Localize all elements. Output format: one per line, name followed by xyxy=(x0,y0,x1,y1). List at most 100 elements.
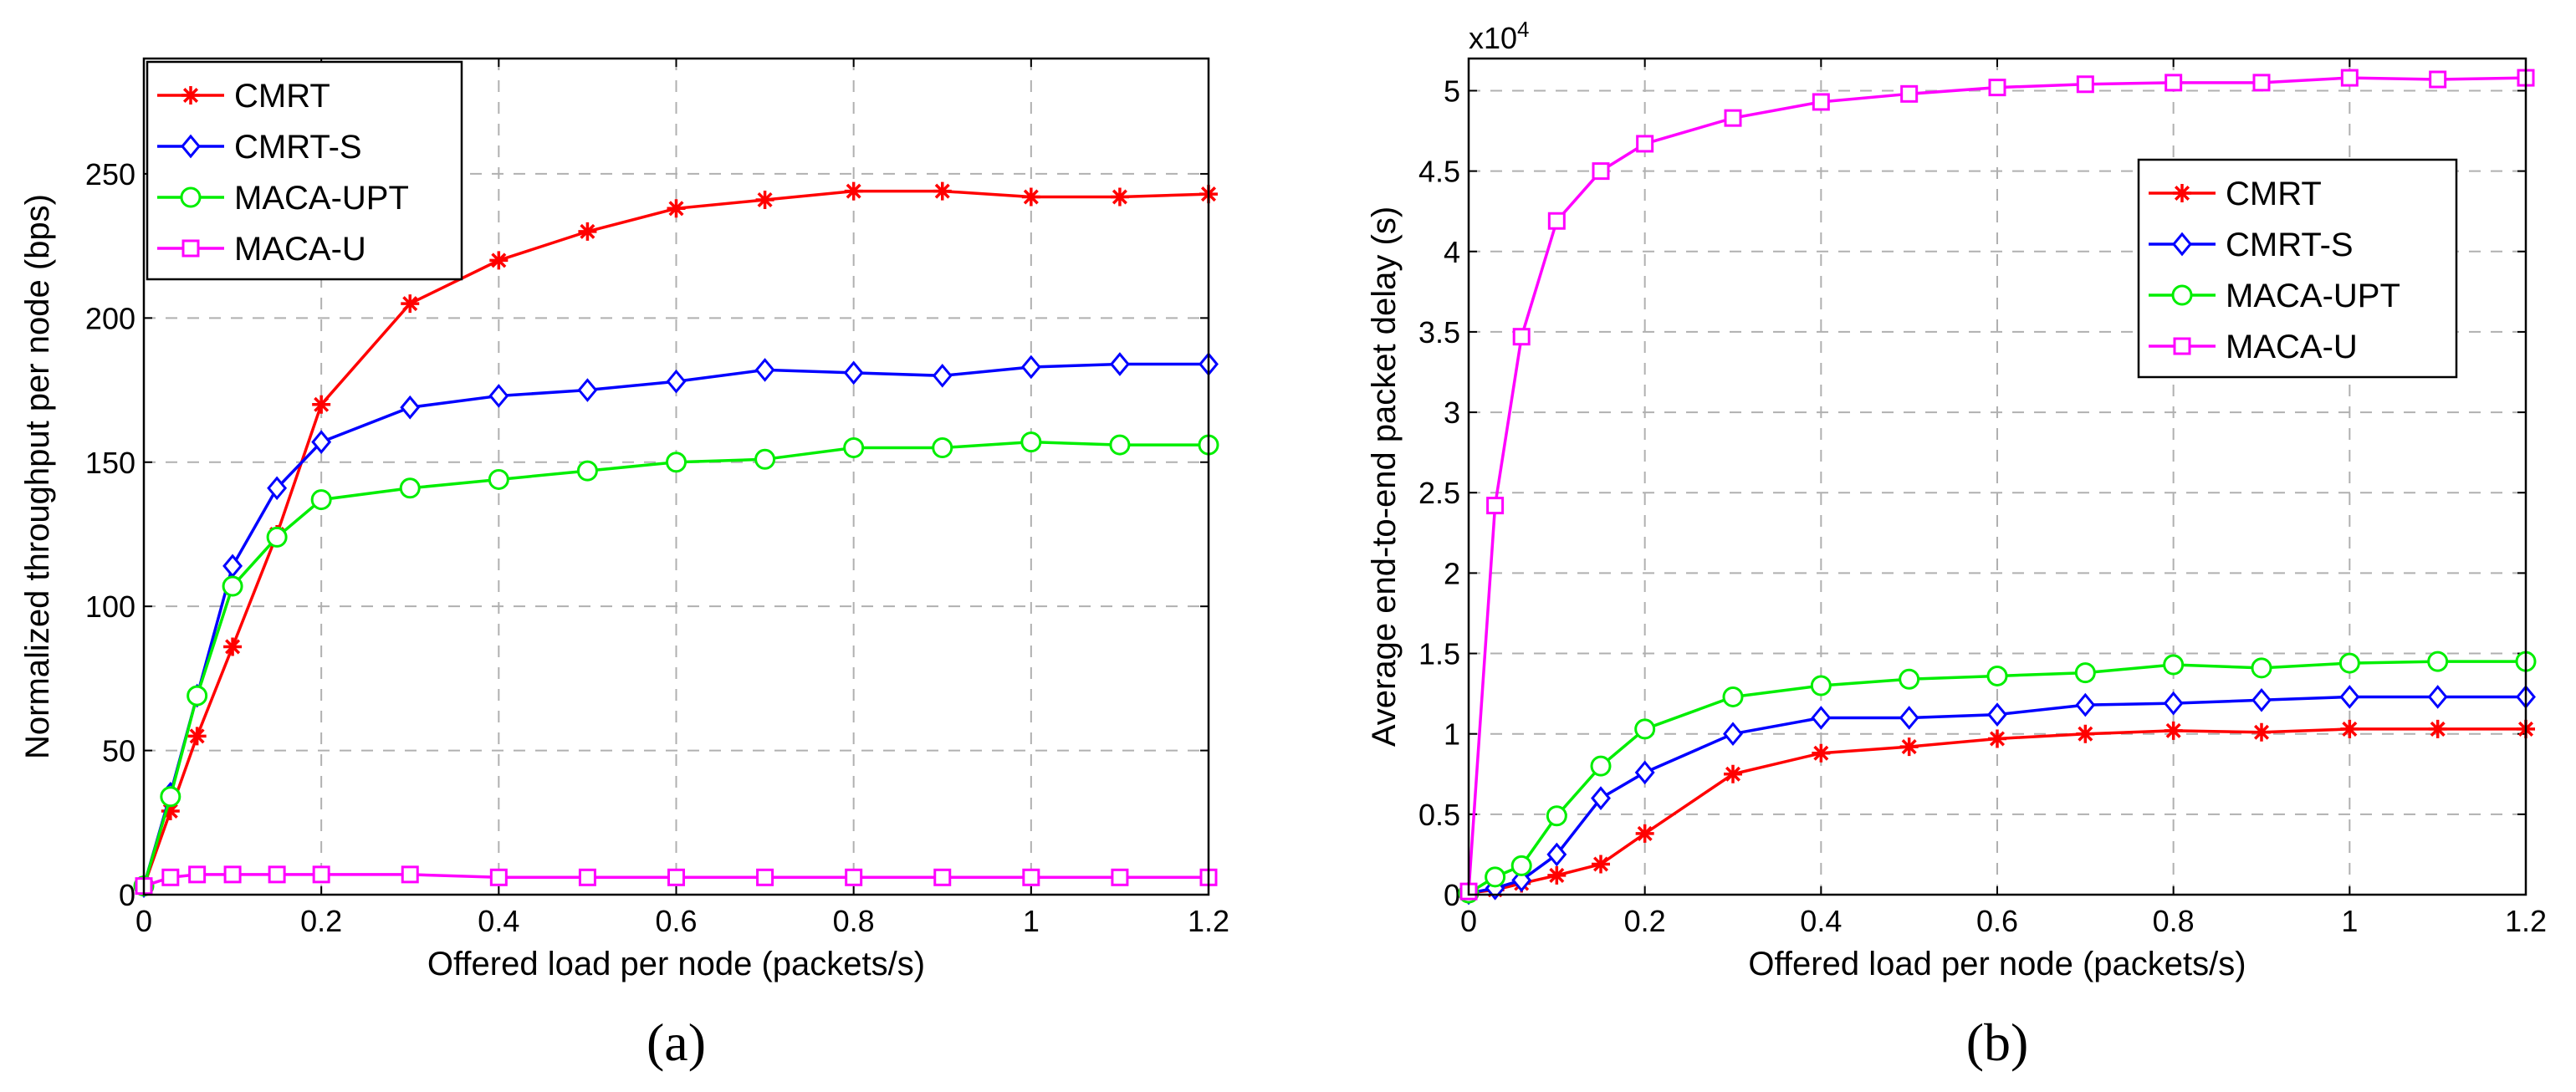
data-point xyxy=(1022,868,1040,886)
data-point xyxy=(2163,691,2184,716)
y-axis-label: Average end-to-end packet delay (s) xyxy=(1366,207,1403,747)
y-tick-label: 250 xyxy=(85,157,135,191)
y-scale-factor: x104 xyxy=(1469,17,1530,55)
y-tick-label: 150 xyxy=(85,446,135,480)
legend-label: MACA-UPT xyxy=(2226,278,2400,314)
data-point xyxy=(2074,662,2096,684)
data-point xyxy=(2427,685,2448,709)
series-line xyxy=(142,440,1209,887)
data-point xyxy=(667,868,685,886)
data-point xyxy=(223,637,243,656)
x-tick-label: 0.2 xyxy=(1624,904,1666,938)
series-line xyxy=(1467,76,2527,892)
data-point xyxy=(1111,868,1129,886)
data-point xyxy=(1988,729,2006,748)
y-axis-label: Normalized throughput per node (bps) xyxy=(19,194,56,759)
y-tick-label: 0 xyxy=(119,878,135,912)
legend-label: MACA-U xyxy=(234,231,366,268)
data-point xyxy=(2339,685,2360,709)
data-point xyxy=(1110,187,1129,207)
data-point xyxy=(188,865,207,884)
data-point xyxy=(1511,868,1532,893)
y-tick-label: 3.5 xyxy=(1418,315,1460,350)
data-point xyxy=(1635,824,1654,843)
y-tick-label: 4.5 xyxy=(1418,155,1460,189)
y-tick-label: 0 xyxy=(1444,878,1460,912)
data-point xyxy=(2163,654,2185,676)
data-point xyxy=(1547,212,1566,230)
data-point xyxy=(223,865,242,884)
data-point xyxy=(2164,721,2183,740)
legend-label: CMRT xyxy=(2226,176,2322,212)
data-point xyxy=(578,222,597,241)
data-point xyxy=(1591,786,1611,810)
data-point xyxy=(1724,764,1742,783)
y-tick-label: 50 xyxy=(102,734,135,768)
data-point xyxy=(1899,706,1919,730)
data-point xyxy=(1988,79,2006,97)
data-point xyxy=(1020,355,1041,380)
y-tick-label: 1.5 xyxy=(1418,637,1460,671)
data-point xyxy=(2252,722,2271,742)
data-point xyxy=(845,868,863,886)
data-point xyxy=(1109,434,1131,456)
legend-marker xyxy=(181,86,200,105)
data-point xyxy=(1020,431,1042,453)
series-line xyxy=(1468,660,2526,895)
data-point xyxy=(1812,93,1830,111)
data-point xyxy=(577,378,598,402)
legend-marker xyxy=(2172,232,2192,257)
data-point xyxy=(488,384,509,408)
x-tick-label: 1 xyxy=(1023,904,1040,938)
series-line xyxy=(1468,695,2526,895)
data-point xyxy=(267,476,288,501)
figure-caption: (a) xyxy=(647,1013,706,1072)
legend: CMRT CMRT-S MACA-UPT MACA-U xyxy=(146,60,463,281)
x-axis-label: Offered load per node (packets/s) xyxy=(1748,946,2246,982)
data-point xyxy=(2428,719,2447,738)
chart-b-delay: 0 0.2 0.4 0.6 0.8 1 1.2 0 0.5 1 1.5 2 2.5 3 3.5 4 4.5 5 Of… xyxy=(1366,17,2547,1072)
y-scale-exponent: 4 xyxy=(1517,17,1529,42)
y-scale-base: x10 xyxy=(1469,21,1517,55)
x-tick-label: 0.2 xyxy=(300,904,342,938)
data-point xyxy=(160,786,181,808)
data-point xyxy=(1899,737,1919,757)
data-point xyxy=(1592,855,1610,874)
data-point xyxy=(667,199,686,218)
data-point xyxy=(1546,842,1567,867)
data-point xyxy=(1485,866,1506,888)
data-point xyxy=(2251,657,2272,679)
data-point xyxy=(933,868,952,886)
plot-frame xyxy=(142,57,1210,896)
legend: CMRT CMRT-S MACA-UPT MACA-U xyxy=(2137,158,2458,379)
data-point xyxy=(401,865,419,884)
data-point xyxy=(266,526,288,548)
data-point xyxy=(1547,865,1567,885)
x-axis-label: Offered load per node (packets/s) xyxy=(427,946,925,982)
data-point xyxy=(2429,70,2447,89)
y-tick-label: 3 xyxy=(1444,395,1460,430)
x-tick-label: 0 xyxy=(1460,904,1477,938)
series-maca-u xyxy=(1459,69,2535,901)
data-point xyxy=(1812,743,1831,763)
legend-marker xyxy=(180,186,202,208)
data-point xyxy=(161,868,180,886)
data-point xyxy=(222,554,243,579)
data-point xyxy=(2252,74,2271,92)
data-point xyxy=(311,430,332,454)
data-point xyxy=(844,181,863,201)
data-point xyxy=(1722,686,1744,707)
y-tick-label: 2 xyxy=(1444,556,1460,590)
x-tick-label: 0.6 xyxy=(655,904,697,938)
data-point xyxy=(187,685,208,707)
data-point xyxy=(222,575,243,597)
data-point xyxy=(1021,187,1040,207)
data-point xyxy=(756,868,774,886)
x-tick-label: 0.4 xyxy=(478,904,519,938)
legend-label: CMRT xyxy=(234,78,330,115)
legend-marker xyxy=(2173,184,2191,202)
data-point xyxy=(399,477,421,499)
data-point xyxy=(843,437,865,459)
data-point xyxy=(754,358,775,382)
legend-marker xyxy=(181,134,201,159)
